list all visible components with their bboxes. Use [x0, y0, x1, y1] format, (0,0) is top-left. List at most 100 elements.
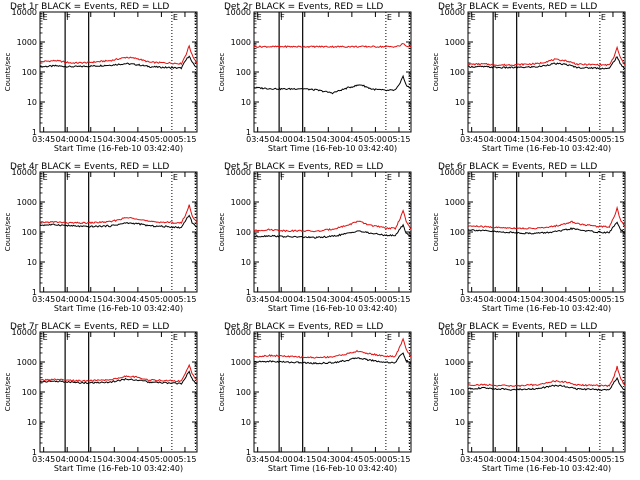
y-tick-label: 10000 — [226, 328, 251, 337]
y-axis-label: Counts/sec — [4, 53, 12, 92]
y-tick-label: 10000 — [12, 328, 37, 337]
y-tick-label: 100 — [22, 388, 37, 397]
y-tick-label: 10 — [455, 98, 465, 107]
x-axis-label: Start Time (16-Feb-10 03:42:40) — [268, 304, 397, 313]
top-marker-label: F — [280, 173, 285, 182]
x-tick-label: 03:45 — [32, 135, 55, 144]
events-series-line — [39, 370, 198, 385]
top-marker-label: E — [173, 333, 178, 342]
panel-title: Det 5r BLACK = Events, RED = LLD — [224, 162, 383, 172]
x-tick-label: 05:00 — [578, 135, 601, 144]
plot-frame — [253, 331, 412, 453]
x-tick-label: 04:30 — [317, 455, 340, 464]
x-tick-label: 03:45 — [460, 295, 483, 304]
top-marker-label: E — [257, 173, 262, 182]
top-marker-label: F — [494, 173, 499, 182]
x-tick-label: 04:15 — [507, 295, 530, 304]
events-series-line — [39, 214, 197, 229]
x-tick-label: 05:15 — [601, 295, 624, 304]
panel-title: Det 4r BLACK = Events, RED = LLD — [10, 162, 169, 172]
x-tick-label: 04:00 — [484, 455, 507, 464]
x-tick-label: 04:15 — [79, 295, 102, 304]
y-tick-label: 100 — [236, 388, 251, 397]
x-tick-label: 05:00 — [150, 135, 173, 144]
lld-series-line — [253, 209, 412, 233]
plot-frame — [39, 331, 198, 453]
x-tick-label: 04:30 — [103, 455, 126, 464]
x-tick-label: 05:00 — [150, 455, 173, 464]
x-tick-label: 05:00 — [364, 455, 387, 464]
y-tick-label: 1000 — [231, 198, 251, 207]
x-tick-label: 04:45 — [126, 135, 149, 144]
plot-frame — [253, 11, 412, 133]
x-tick-label: 03:45 — [460, 455, 483, 464]
x-tick-label: 04:45 — [126, 455, 149, 464]
y-tick-label: 1000 — [17, 38, 37, 47]
panel-8: Det 8r BLACK = Events, RED = LLD 1 10 100 10… — [218, 322, 412, 473]
panel-title: Det 8r BLACK = Events, RED = LLD — [224, 322, 383, 332]
x-tick-label: 04:45 — [340, 135, 363, 144]
x-tick-label: 05:15 — [173, 455, 196, 464]
panel-5: Det 5r BLACK = Events, RED = LLD 1 10 100 10… — [218, 162, 412, 313]
y-tick-label: 10 — [455, 418, 465, 427]
top-marker-label: F — [494, 333, 499, 342]
y-axis-label: Counts/sec — [218, 213, 226, 252]
top-marker-label: E — [471, 173, 476, 182]
x-tick-label: 04:15 — [507, 135, 530, 144]
lld-series-line — [468, 45, 626, 67]
lld-series-line — [39, 44, 198, 66]
x-tick-label: 04:30 — [317, 295, 340, 304]
y-tick-label: 1000 — [17, 358, 37, 367]
panel-2: Det 2r BLACK = Events, RED = LLD 1 10 100 10… — [218, 2, 412, 153]
x-tick-label: 04:00 — [484, 135, 507, 144]
y-tick-label: 10 — [241, 418, 251, 427]
events-series-line — [467, 56, 626, 70]
y-tick-label: 1000 — [445, 38, 465, 47]
x-tick-label: 04:00 — [56, 455, 79, 464]
x-tick-label: 04:15 — [293, 135, 316, 144]
x-tick-label: 05:00 — [578, 455, 601, 464]
top-marker-label: E — [387, 173, 392, 182]
y-axis-label: Counts/sec — [218, 373, 226, 412]
y-tick-label: 1 — [246, 128, 251, 137]
panel-9: Det 9r BLACK = Events, RED = LLD 1 10 100 10… — [432, 322, 626, 473]
y-tick-label: 1 — [460, 448, 465, 457]
top-marker-label: E — [471, 333, 476, 342]
plot-frame — [39, 11, 198, 133]
top-marker-label: E — [387, 13, 392, 22]
x-tick-label: 03:45 — [460, 135, 483, 144]
y-axis-label: Counts/sec — [432, 373, 440, 412]
x-tick-label: 05:15 — [601, 135, 624, 144]
x-tick-label: 05:15 — [173, 135, 196, 144]
x-axis-label: Start Time (16-Feb-10 03:42:40) — [268, 464, 397, 473]
panel-4: Det 4r BLACK = Events, RED = LLD 1 10 100 10… — [4, 162, 198, 313]
y-tick-label: 10000 — [440, 328, 465, 337]
top-marker-label: F — [280, 333, 285, 342]
x-tick-label: 05:00 — [150, 295, 173, 304]
x-tick-label: 04:30 — [317, 135, 340, 144]
y-tick-label: 1 — [460, 128, 465, 137]
x-tick-label: 05:15 — [601, 455, 624, 464]
x-tick-label: 04:00 — [56, 295, 79, 304]
y-tick-label: 1 — [32, 288, 37, 297]
x-tick-label: 04:00 — [270, 295, 293, 304]
x-axis-label: Start Time (16-Feb-10 03:42:40) — [54, 304, 183, 313]
x-tick-label: 03:45 — [246, 135, 269, 144]
y-tick-label: 100 — [22, 228, 37, 237]
panel-3: Det 3r BLACK = Events, RED = LLD 1 10 100 10… — [432, 2, 626, 153]
x-tick-label: 05:15 — [387, 295, 410, 304]
top-marker-label: E — [173, 173, 178, 182]
y-tick-label: 10 — [241, 258, 251, 267]
x-tick-label: 04:00 — [270, 135, 293, 144]
x-tick-label: 04:30 — [531, 135, 554, 144]
x-tick-label: 04:45 — [554, 135, 577, 144]
y-tick-label: 1 — [460, 288, 465, 297]
x-tick-label: 05:00 — [364, 295, 387, 304]
top-marker-label: E — [257, 13, 262, 22]
x-tick-label: 04:45 — [340, 455, 363, 464]
top-marker-label: E — [173, 13, 178, 22]
x-tick-label: 04:30 — [103, 135, 126, 144]
y-tick-label: 100 — [22, 68, 37, 77]
x-tick-label: 04:30 — [531, 455, 554, 464]
x-tick-label: 04:30 — [531, 295, 554, 304]
